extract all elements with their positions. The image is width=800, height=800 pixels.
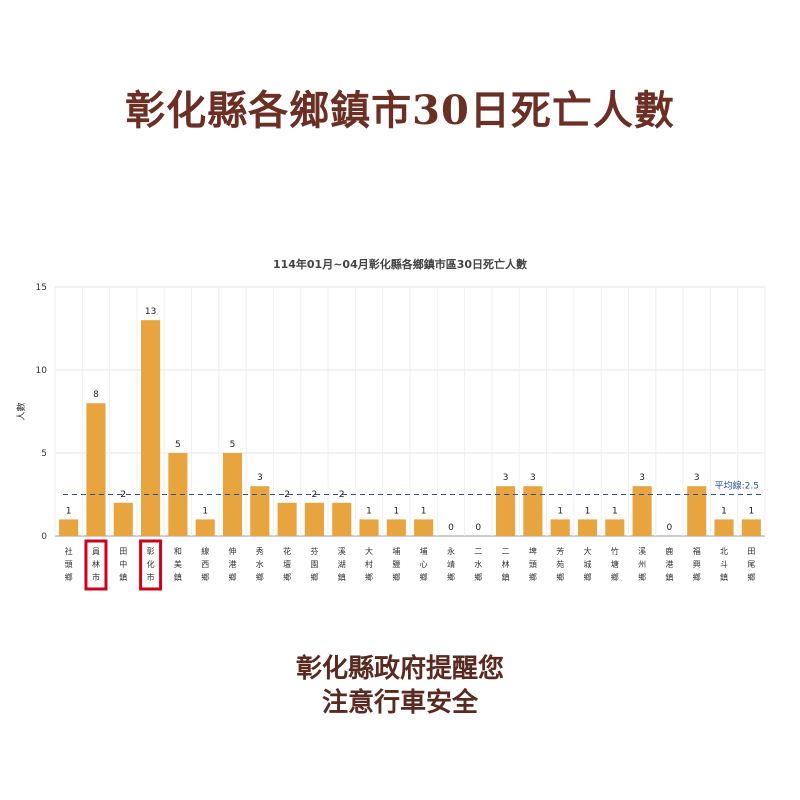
x-tick-label: 芬園鄉 <box>310 546 318 582</box>
data-label: 13 <box>145 307 156 317</box>
data-label: 1 <box>721 506 727 516</box>
x-tick-label: 竹塘鄉 <box>611 546 619 582</box>
x-tick-label: 彰化市 <box>147 546 155 582</box>
highlight-box <box>139 539 163 591</box>
footer-line-1: 彰化縣政府提醒您 <box>295 654 504 684</box>
bar <box>550 519 570 536</box>
bar <box>577 519 598 536</box>
data-label: 1 <box>748 506 754 516</box>
y-tick-label: 5 <box>41 449 47 459</box>
bar <box>113 502 133 536</box>
bar <box>168 453 188 536</box>
x-tick-label: 鹿港鎮 <box>665 546 673 582</box>
average-line-label: 平均線:2.5 <box>715 480 759 492</box>
data-label: 3 <box>694 473 700 483</box>
bar <box>496 486 516 536</box>
highlight-box <box>84 539 108 591</box>
bar <box>605 519 625 536</box>
x-tick-label: 田尾鄉 <box>747 547 755 582</box>
data-label: 0 <box>448 523 454 533</box>
bar <box>714 519 734 536</box>
x-tick-label: 埔心鄉 <box>420 546 428 582</box>
bar <box>687 486 707 536</box>
chart-container: 114年01月~04月彰化縣各鄉鎮市區30日死亡人數 人數 0 5 10 15 平均線:2.… <box>0 240 800 600</box>
data-label: 1 <box>202 506 208 516</box>
x-tick-label: 二水鄉 <box>474 547 482 582</box>
bar <box>741 519 761 536</box>
data-label: 1 <box>557 506 563 516</box>
data-label: 1 <box>66 506 72 516</box>
bar <box>332 502 352 536</box>
bar <box>386 519 406 536</box>
data-label: 3 <box>530 473 536 483</box>
data-label: 8 <box>93 390 99 400</box>
y-tick-label: 10 <box>36 366 48 376</box>
data-label: 0 <box>667 523 673 533</box>
x-tick-label: 和美鎮 <box>174 547 182 582</box>
x-tick-label: 溪湖鎮 <box>338 546 346 582</box>
x-tick-label: 溪州鄉 <box>638 546 646 582</box>
data-label: 5 <box>230 440 236 450</box>
data-label: 1 <box>421 506 427 516</box>
footer-message: 彰化縣政府提醒您 注意行車安全 <box>0 652 800 720</box>
x-tick-label: 員林市 <box>92 547 100 582</box>
bar <box>195 519 215 536</box>
x-tick-label: 二林鎮 <box>502 547 510 582</box>
data-label: 1 <box>612 506 618 516</box>
x-tick-label: 線西鄉 <box>201 546 209 582</box>
bar <box>59 519 79 536</box>
data-label: 2 <box>284 490 290 500</box>
y-tick-label: 15 <box>36 283 47 293</box>
x-tick-label: 社頭鄉 <box>65 546 73 582</box>
data-label: 1 <box>585 506 591 516</box>
bar <box>141 320 161 536</box>
data-label: 2 <box>120 490 126 500</box>
data-label: 3 <box>639 473 645 483</box>
bar <box>222 453 243 536</box>
data-label: 5 <box>175 440 181 450</box>
x-tick-label: 秀水鄉 <box>256 546 264 582</box>
data-label: 3 <box>257 473 263 483</box>
bar <box>359 519 379 536</box>
x-tick-label: 芳苑鄉 <box>556 546 564 582</box>
bar <box>414 519 434 536</box>
x-tick-label: 永靖鄉 <box>447 546 455 582</box>
data-label: 1 <box>366 506 372 516</box>
bar-chart: 114年01月~04月彰化縣各鄉鎮市區30日死亡人數人數051015平均線:2.… <box>15 257 766 591</box>
y-tick-label: 0 <box>41 532 47 542</box>
x-tick-label: 埔鹽鄉 <box>392 546 400 582</box>
bar <box>632 486 652 536</box>
bar <box>86 403 106 536</box>
x-tick-label: 伸港鄉 <box>229 546 237 582</box>
y-axis-label: 人數 <box>15 402 27 420</box>
x-tick-label: 大村鄉 <box>365 546 373 582</box>
bar <box>523 486 543 536</box>
x-tick-label: 埤頭鄉 <box>529 546 537 582</box>
footer-line-2: 注意行車安全 <box>321 688 478 718</box>
data-label: 2 <box>312 490 318 500</box>
bar <box>304 502 324 536</box>
x-tick-label: 大城鄉 <box>584 546 592 582</box>
bar <box>277 502 297 536</box>
x-tick-label: 福興鄉 <box>693 547 701 582</box>
data-label: 2 <box>339 490 345 500</box>
bar <box>250 486 270 536</box>
data-label: 3 <box>503 473 509 483</box>
x-tick-label: 花壇鄉 <box>283 546 291 582</box>
data-label: 0 <box>475 523 481 533</box>
page-headline: 彰化縣各鄉鎮市30日死亡人數 <box>125 87 675 134</box>
data-label: 1 <box>393 506 399 516</box>
x-tick-label: 田中鎮 <box>119 547 127 582</box>
chart-title: 114年01月~04月彰化縣各鄉鎮市區30日死亡人數 <box>273 257 527 271</box>
x-tick-label: 北斗鎮 <box>720 547 728 582</box>
